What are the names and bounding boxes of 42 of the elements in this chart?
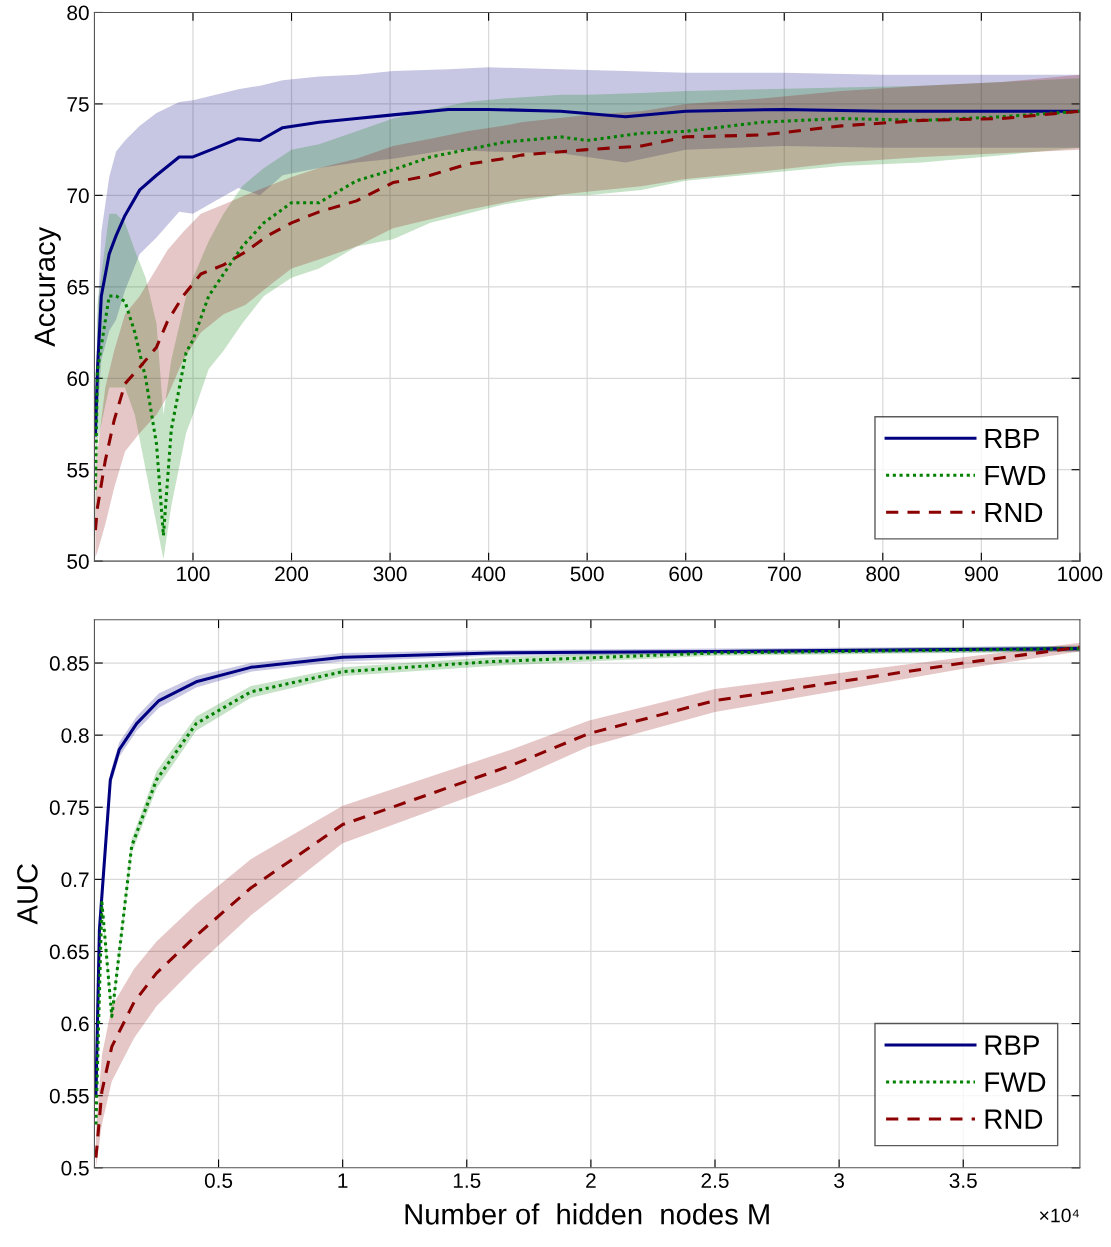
x-tick-label: 1 (338, 1173, 348, 1188)
y-tick-label: 60 (67, 371, 89, 387)
y-tick-label: 65 (67, 279, 89, 295)
x-tick-label: 0.5 (204, 1173, 233, 1188)
y-tick-label: 50 (67, 554, 89, 569)
x-tick-label: 600 (669, 566, 703, 582)
y-tick-label: 0.55 (49, 1088, 89, 1104)
x-tick-label: 800 (866, 566, 900, 582)
x-tick-label: 3.5 (949, 1173, 977, 1188)
legend-label: RBP (985, 428, 1039, 449)
y-tick-label: 0.6 (61, 1016, 89, 1032)
x-tick-label: 900 (964, 566, 998, 582)
y-tick-label: 0.7 (61, 872, 89, 888)
y-tick-label: 0.85 (49, 656, 89, 671)
y-tick-label: 0.75 (49, 800, 89, 816)
x-tick-label: 1.5 (453, 1173, 481, 1188)
x-tick-label: 300 (373, 566, 407, 582)
x-tick-label: 700 (767, 566, 801, 582)
y-axis-title: Accuracy (34, 226, 61, 347)
y-tick-label: 0.65 (49, 944, 89, 960)
y-axis-title: AUC (17, 864, 38, 925)
legend-label: RND (985, 502, 1043, 523)
x-tick-label: 200 (275, 566, 309, 582)
legend-label: RBP (985, 1035, 1039, 1055)
y-tick-label: 0.5 (61, 1160, 89, 1176)
x-tick-label: 2.5 (701, 1173, 729, 1188)
legend-label: FWD (985, 465, 1046, 486)
x-tick-label: 500 (570, 566, 604, 582)
text: ×10⁴ (1039, 1208, 1079, 1223)
y-tick-label: 70 (67, 188, 89, 204)
x-tick-label: 400 (471, 566, 506, 582)
y-tick-label: 55 (67, 462, 89, 478)
x-axis-title: Number of hidden nodes M (405, 1203, 769, 1225)
legend-label: RND (985, 1109, 1043, 1129)
x-tick-label: 2 (586, 1173, 596, 1188)
y-tick-label: 75 (67, 97, 89, 112)
x-tick-label: 1000 (1058, 566, 1103, 582)
legend-label: FWD (985, 1072, 1046, 1092)
y-tick-label: 80 (67, 5, 89, 21)
x-tick-label: 3 (834, 1173, 844, 1188)
y-tick-label: 0.8 (61, 728, 89, 743)
x-tick-label: 100 (177, 566, 210, 582)
